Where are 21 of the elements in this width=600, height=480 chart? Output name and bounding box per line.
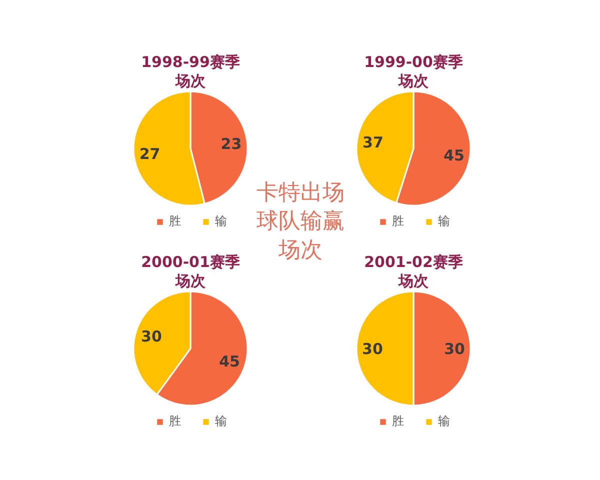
chart-title: 1998-99赛季场次 bbox=[141, 53, 240, 90]
chart-title: 2001-02赛季场次 bbox=[364, 253, 463, 290]
data-label: 27 bbox=[139, 145, 160, 164]
chart-title: 1999-00赛季场次 bbox=[364, 53, 463, 90]
legend-label: 输 bbox=[438, 213, 451, 230]
text: 卡特出场球队输赢场次 bbox=[256, 180, 344, 263]
data-label: 30 bbox=[362, 340, 383, 358]
data-label: 37 bbox=[362, 134, 384, 152]
legend-label: 胜 bbox=[169, 213, 182, 230]
legend-label: 胜 bbox=[392, 213, 405, 230]
data-label: 30 bbox=[444, 340, 465, 358]
data-label: 30 bbox=[141, 327, 162, 346]
legend-label: 输 bbox=[438, 413, 451, 430]
legend-label: 胜 bbox=[169, 413, 182, 430]
legend-label: 胜 bbox=[392, 413, 405, 430]
legend-label: 输 bbox=[215, 213, 228, 230]
data-label: 45 bbox=[444, 146, 464, 164]
legend-label: 输 bbox=[215, 413, 228, 430]
chart-title: 2000-01赛季场次 bbox=[141, 253, 240, 290]
data-label: 45 bbox=[219, 352, 240, 371]
data-label: 23 bbox=[220, 134, 242, 153]
